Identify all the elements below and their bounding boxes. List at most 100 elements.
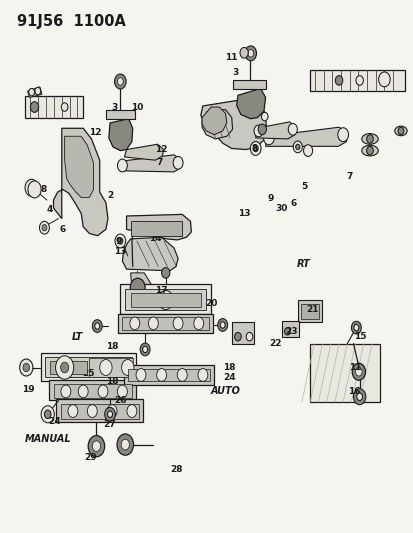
Text: 1: 1: [169, 229, 175, 238]
Text: 7: 7: [156, 158, 162, 167]
Text: 7: 7: [345, 172, 352, 181]
Circle shape: [335, 76, 342, 85]
Text: 16: 16: [348, 387, 360, 396]
Text: 9: 9: [267, 194, 273, 203]
Text: 3: 3: [111, 102, 117, 111]
Bar: [53, 384, 132, 398]
Circle shape: [220, 322, 225, 328]
Circle shape: [253, 146, 258, 152]
Circle shape: [246, 333, 252, 341]
Text: 8: 8: [41, 185, 47, 194]
Text: 11: 11: [349, 363, 361, 372]
Text: 5: 5: [300, 182, 306, 191]
Circle shape: [292, 141, 301, 153]
Circle shape: [217, 319, 227, 332]
Text: 13: 13: [114, 247, 126, 256]
Polygon shape: [309, 344, 380, 402]
Circle shape: [130, 317, 140, 330]
Text: 29: 29: [84, 454, 97, 463]
Text: 21: 21: [305, 304, 318, 313]
Circle shape: [88, 435, 104, 457]
Circle shape: [244, 46, 256, 61]
Polygon shape: [131, 273, 153, 300]
Circle shape: [92, 441, 100, 451]
Text: 2: 2: [107, 191, 113, 200]
Circle shape: [117, 78, 123, 85]
Circle shape: [68, 405, 78, 417]
Text: LT: LT: [71, 332, 83, 342]
Polygon shape: [122, 237, 178, 271]
Ellipse shape: [361, 146, 377, 156]
Text: 6: 6: [290, 199, 296, 208]
Text: 14: 14: [149, 235, 161, 244]
Text: 24: 24: [48, 417, 60, 426]
Circle shape: [378, 72, 389, 87]
Bar: [45, 357, 132, 377]
Circle shape: [20, 359, 33, 376]
Bar: [123, 366, 214, 384]
Circle shape: [148, 317, 158, 330]
Text: 13: 13: [237, 209, 250, 218]
Text: 26: 26: [114, 396, 126, 405]
Circle shape: [127, 405, 137, 417]
Circle shape: [28, 181, 41, 198]
Circle shape: [98, 385, 108, 398]
Circle shape: [193, 317, 203, 330]
Circle shape: [41, 406, 54, 423]
Text: 15: 15: [354, 332, 366, 341]
Circle shape: [337, 128, 348, 142]
Polygon shape: [265, 127, 347, 147]
Circle shape: [61, 103, 68, 111]
Circle shape: [173, 157, 183, 169]
Text: 24: 24: [223, 373, 235, 382]
Bar: [122, 317, 209, 330]
Bar: [56, 399, 143, 422]
Circle shape: [234, 333, 241, 341]
Circle shape: [42, 224, 47, 231]
Circle shape: [78, 385, 88, 398]
Bar: [131, 221, 182, 236]
Bar: [300, 304, 318, 319]
Text: 12: 12: [89, 128, 102, 137]
Circle shape: [44, 410, 51, 418]
Circle shape: [158, 290, 173, 310]
Circle shape: [177, 368, 187, 381]
Circle shape: [254, 125, 263, 137]
Circle shape: [140, 343, 150, 356]
Text: 28: 28: [169, 465, 182, 474]
Circle shape: [366, 147, 373, 155]
Circle shape: [355, 368, 361, 376]
Circle shape: [25, 179, 38, 196]
Text: 91J56  1100A: 91J56 1100A: [17, 14, 126, 29]
Circle shape: [295, 144, 299, 150]
Circle shape: [240, 47, 248, 58]
Circle shape: [28, 183, 35, 192]
Circle shape: [156, 368, 166, 381]
Polygon shape: [27, 87, 42, 98]
Bar: [50, 361, 87, 374]
Circle shape: [28, 88, 34, 96]
Text: 19: 19: [22, 385, 35, 394]
Text: 10: 10: [131, 102, 143, 111]
Circle shape: [23, 364, 29, 372]
Polygon shape: [53, 128, 108, 236]
Text: 8: 8: [251, 144, 257, 153]
Circle shape: [95, 323, 100, 329]
Circle shape: [104, 407, 115, 421]
Polygon shape: [124, 144, 163, 160]
Circle shape: [353, 389, 365, 405]
Circle shape: [263, 131, 273, 145]
Circle shape: [355, 76, 363, 85]
Circle shape: [92, 320, 102, 333]
Bar: [232, 80, 266, 89]
Circle shape: [100, 360, 112, 375]
Bar: [125, 289, 206, 310]
Circle shape: [118, 238, 123, 244]
Text: 12: 12: [155, 145, 167, 154]
Bar: [89, 359, 133, 377]
Bar: [281, 321, 298, 337]
Text: 6: 6: [59, 225, 66, 234]
Circle shape: [284, 328, 290, 335]
Circle shape: [258, 124, 266, 135]
Text: 30: 30: [274, 204, 287, 213]
